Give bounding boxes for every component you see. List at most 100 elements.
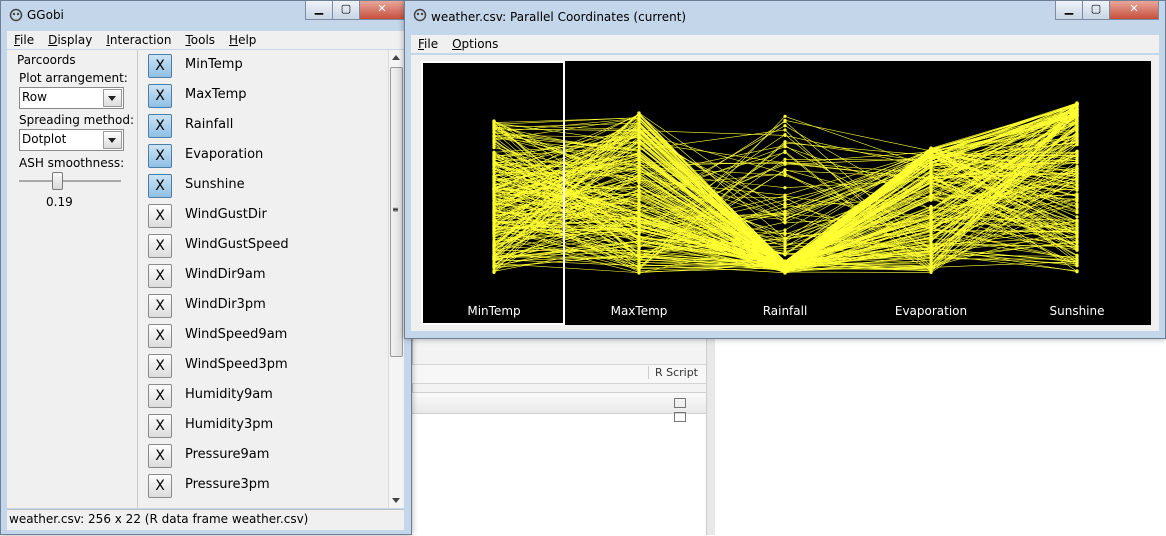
menu-file[interactable]: File	[7, 31, 41, 49]
variable-row[interactable]: X WindSpeed3pm	[148, 354, 378, 380]
variable-toggle-button[interactable]: X	[148, 354, 172, 378]
variable-list-scrollbar[interactable]: ≡	[388, 50, 403, 508]
data-point	[929, 222, 933, 226]
maximize-button[interactable]: ▢	[1082, 1, 1110, 20]
data-point	[783, 211, 787, 215]
rscript-label[interactable]: R Script	[647, 366, 698, 379]
minimize-pane-icon[interactable]	[674, 398, 686, 408]
variable-row[interactable]: X Evaporation	[148, 144, 378, 170]
variable-row[interactable]: X WindDir3pm	[148, 294, 378, 320]
variable-toggle-button[interactable]: X	[148, 114, 172, 138]
plot-arrangement-select[interactable]: Row	[19, 87, 124, 109]
parcoords-window-title: weather.csv: Parallel Coordinates (curre…	[431, 10, 687, 24]
data-point	[637, 135, 641, 139]
close-icon: ✕	[377, 2, 387, 15]
variable-row[interactable]: X Sunshine	[148, 174, 378, 200]
data-point	[783, 204, 787, 208]
menu-display[interactable]: Display	[41, 31, 99, 49]
data-point	[783, 162, 787, 166]
minimize-button[interactable]: ▁	[1055, 1, 1083, 20]
variable-row[interactable]: X Pressure9am	[148, 444, 378, 470]
data-point	[929, 159, 933, 163]
variable-row[interactable]: X WindGustSpeed	[148, 234, 378, 260]
background-console-pane	[412, 392, 706, 536]
variable-row[interactable]: X MinTemp	[148, 54, 378, 80]
maximize-button[interactable]: ▢	[332, 1, 360, 20]
variable-row[interactable]: X MaxTemp	[148, 84, 378, 110]
scroll-down-icon[interactable]	[392, 498, 400, 503]
data-point	[783, 169, 787, 173]
data-point	[1075, 175, 1079, 179]
data-point	[1075, 158, 1079, 163]
data-point	[492, 200, 496, 204]
ggobi-menubar: File Display Interaction Tools Help	[7, 31, 404, 49]
minimize-button[interactable]: ▁	[305, 1, 333, 20]
parallel-coordinates-plot[interactable]: MinTemp MaxTemp Rainfall Evaporation Sunshin…	[421, 61, 1151, 325]
menu-file[interactable]: File	[411, 35, 445, 53]
variable-row[interactable]: X WindDir9am	[148, 264, 378, 290]
data-point	[637, 245, 641, 249]
ggobi-window: GGobi ▁ ▢ ✕ File Display Interaction Tools H…	[0, 0, 412, 535]
menu-help[interactable]: Help	[222, 31, 263, 49]
ggobi-titlebar[interactable]: GGobi ▁ ▢ ✕	[1, 1, 411, 29]
variable-row[interactable]: X Pressure3pm	[148, 474, 378, 500]
variable-row[interactable]: X WindSpeed9am	[148, 324, 378, 350]
data-point	[492, 252, 496, 256]
chevron-down-icon[interactable]	[103, 89, 122, 107]
maximize-pane-icon[interactable]	[674, 412, 686, 422]
variable-toggle-button[interactable]: X	[148, 444, 172, 468]
data-point	[637, 216, 641, 220]
data-point	[637, 160, 641, 165]
data-point	[492, 269, 496, 273]
variable-toggle-button[interactable]: X	[148, 414, 172, 438]
variable-toggle-button[interactable]: X	[148, 204, 172, 228]
variable-toggle-button[interactable]: X	[148, 294, 172, 318]
variable-row[interactable]: X Humidity9am	[148, 384, 378, 410]
variable-toggle-button[interactable]: X	[148, 174, 172, 198]
data-point	[929, 185, 933, 189]
ash-slider-handle[interactable]	[52, 172, 63, 190]
ash-slider-track[interactable]	[19, 180, 121, 182]
variable-toggle-button[interactable]: X	[148, 234, 172, 258]
variable-toggle-button[interactable]: X	[148, 264, 172, 288]
scroll-grip-icon: ≡	[392, 205, 399, 214]
variable-toggle-button[interactable]: X	[148, 84, 172, 108]
data-point	[637, 195, 641, 200]
data-point	[929, 253, 933, 257]
variable-toggle-button[interactable]: X	[148, 474, 172, 498]
data-point	[929, 173, 933, 177]
data-point	[637, 130, 641, 135]
data-point	[929, 206, 933, 210]
scroll-up-icon[interactable]	[392, 55, 400, 60]
spreading-method-select[interactable]: Dotplot	[19, 129, 124, 151]
variable-row[interactable]: X Rainfall	[148, 114, 378, 140]
data-point	[492, 135, 496, 139]
variable-toggle-button[interactable]: X	[148, 54, 172, 78]
variable-row[interactable]: X WindGustDir	[148, 204, 378, 230]
axis-label-evaporation: Evaporation	[895, 304, 967, 318]
variable-toggle-button[interactable]: X	[148, 144, 172, 168]
close-button[interactable]: ✕	[359, 1, 405, 20]
menu-options[interactable]: Options	[445, 35, 505, 53]
variable-toggle-button[interactable]: X	[148, 324, 172, 348]
data-point	[783, 221, 787, 225]
data-point	[492, 225, 496, 229]
minimize-icon: ▁	[1064, 2, 1074, 15]
variable-row[interactable]: X Humidity3pm	[148, 414, 378, 440]
scrollbar-thumb[interactable]	[390, 67, 403, 357]
menu-interaction[interactable]: Interaction	[99, 31, 178, 49]
variable-toggle-button[interactable]: X	[148, 384, 172, 408]
variable-name: WindGustDir	[185, 207, 267, 222]
data-point	[637, 192, 641, 196]
chevron-down-icon[interactable]	[103, 131, 122, 149]
menu-tools[interactable]: Tools	[178, 31, 222, 49]
data-point	[1075, 244, 1079, 248]
data-point	[1075, 170, 1079, 174]
close-button[interactable]: ✕	[1109, 1, 1159, 20]
parcoords-titlebar[interactable]: weather.csv: Parallel Coordinates (curre…	[405, 1, 1165, 29]
data-point	[783, 249, 787, 253]
data-point	[929, 235, 933, 239]
pane-window-buttons[interactable]	[672, 397, 698, 422]
menu-label: ile	[20, 33, 35, 47]
selected-axis-highlight[interactable]	[421, 61, 565, 325]
